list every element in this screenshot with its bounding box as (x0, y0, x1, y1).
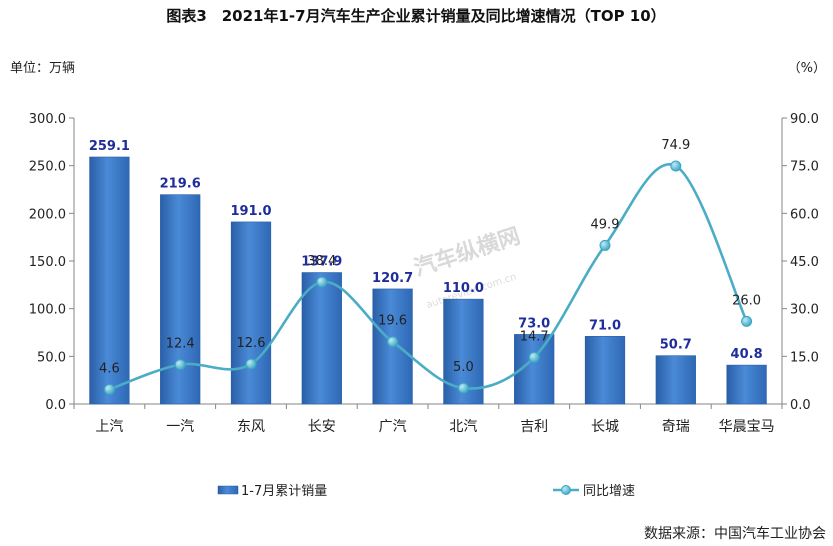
left-tick-label: 100.0 (29, 303, 66, 318)
line-value-label: 14.7 (520, 329, 549, 344)
line-marker (387, 336, 399, 348)
legend-bar-swatch (217, 485, 239, 495)
data-labels: 259.1 219.6 191.0 137.9 120.7 110.0 73.0 71.0 50… (89, 138, 763, 376)
line-value-label: 12.4 (166, 337, 195, 352)
right-tick-label: 75.0 (790, 160, 819, 175)
chart-title: 图表3 2021年1-7月汽车生产企业累计销量及同比增速情况（TOP 10） (166, 7, 665, 25)
line-value-label: 38.4 (307, 254, 336, 269)
right-tick-label: 30.0 (790, 303, 819, 318)
watermark-text: 汽车纵横网 (411, 223, 524, 282)
legend-bar-label: 1-7月累计销量 (241, 484, 327, 499)
line-marker (457, 382, 469, 394)
bar-value-label: 120.7 (372, 271, 413, 286)
left-tick-label: 50.0 (37, 350, 66, 365)
bar-value-label: 191.0 (230, 204, 271, 219)
bar (160, 194, 201, 405)
line-marker (316, 276, 328, 288)
line-marker (174, 359, 186, 371)
line-marker (528, 351, 540, 363)
line-value-label: 5.0 (453, 360, 474, 375)
right-tick-label: 0.0 (790, 398, 811, 413)
bar (89, 156, 130, 405)
right-tick-label: 15.0 (790, 350, 819, 365)
x-category-label: 长安 (308, 419, 336, 435)
legend-line-marker (561, 485, 571, 495)
bar-value-label: 219.6 (160, 177, 201, 192)
right-tick-label: 60.0 (790, 207, 819, 222)
left-tick-label: 0.0 (45, 398, 66, 413)
line-series (103, 160, 753, 395)
line-value-label: 49.9 (591, 217, 620, 232)
bar-value-label: 259.1 (89, 139, 130, 154)
bar-series (89, 156, 767, 405)
left-tick-label: 250.0 (29, 160, 66, 175)
right-axis-unit: （%） (788, 61, 826, 76)
x-category-label: 上汽 (95, 419, 123, 435)
line-marker (599, 239, 611, 251)
bar-value-label: 73.0 (518, 316, 550, 331)
x-category-label: 吉利 (520, 419, 548, 435)
line-marker (103, 383, 115, 395)
source-note: 数据来源：中国汽车工业协会 (644, 525, 826, 542)
bar-value-label: 110.0 (443, 281, 484, 296)
left-axis-unit: 单位：万辆 (10, 61, 75, 76)
bar-value-label: 137.9 (301, 255, 342, 270)
bar-value-label: 50.7 (660, 338, 692, 353)
x-category-label: 东风 (237, 419, 265, 435)
bar (584, 336, 626, 405)
bar-value-label: 40.8 (731, 347, 763, 362)
left-tick-label: 300.0 (29, 112, 66, 127)
left-tick-label: 200.0 (29, 207, 66, 222)
line-marker (245, 358, 257, 370)
line-marker (670, 160, 682, 172)
legend-line-label: 同比增速 (583, 484, 635, 499)
x-category-label: 奇瑞 (662, 418, 690, 435)
x-category-label: 长城 (591, 419, 619, 435)
right-tick-label: 45.0 (790, 255, 819, 270)
line-marker (741, 315, 753, 327)
x-category-label: 华晨宝马 (719, 419, 775, 435)
bar (230, 221, 272, 405)
line-value-label: 74.9 (661, 138, 690, 153)
line-value-label: 26.0 (732, 293, 761, 308)
legend: 1-7月累计销量 同比增速 (217, 484, 635, 499)
line-value-label: 4.6 (99, 361, 120, 376)
bar-value-label: 71.0 (589, 318, 621, 333)
left-tick-label: 150.0 (29, 255, 66, 270)
line-value-label: 19.6 (378, 314, 407, 329)
line-value-label: 12.6 (237, 336, 266, 351)
growth-line (108, 162, 748, 391)
bar (301, 272, 342, 405)
watermark: 汽车纵横网 autoreview.com.cn (411, 223, 524, 311)
right-tick-label: 90.0 (790, 112, 819, 127)
x-category-label: 北汽 (449, 419, 477, 435)
bar (726, 364, 767, 405)
bar (655, 355, 696, 405)
x-category-label: 一汽 (166, 419, 194, 435)
x-category-label: 广汽 (379, 419, 407, 435)
